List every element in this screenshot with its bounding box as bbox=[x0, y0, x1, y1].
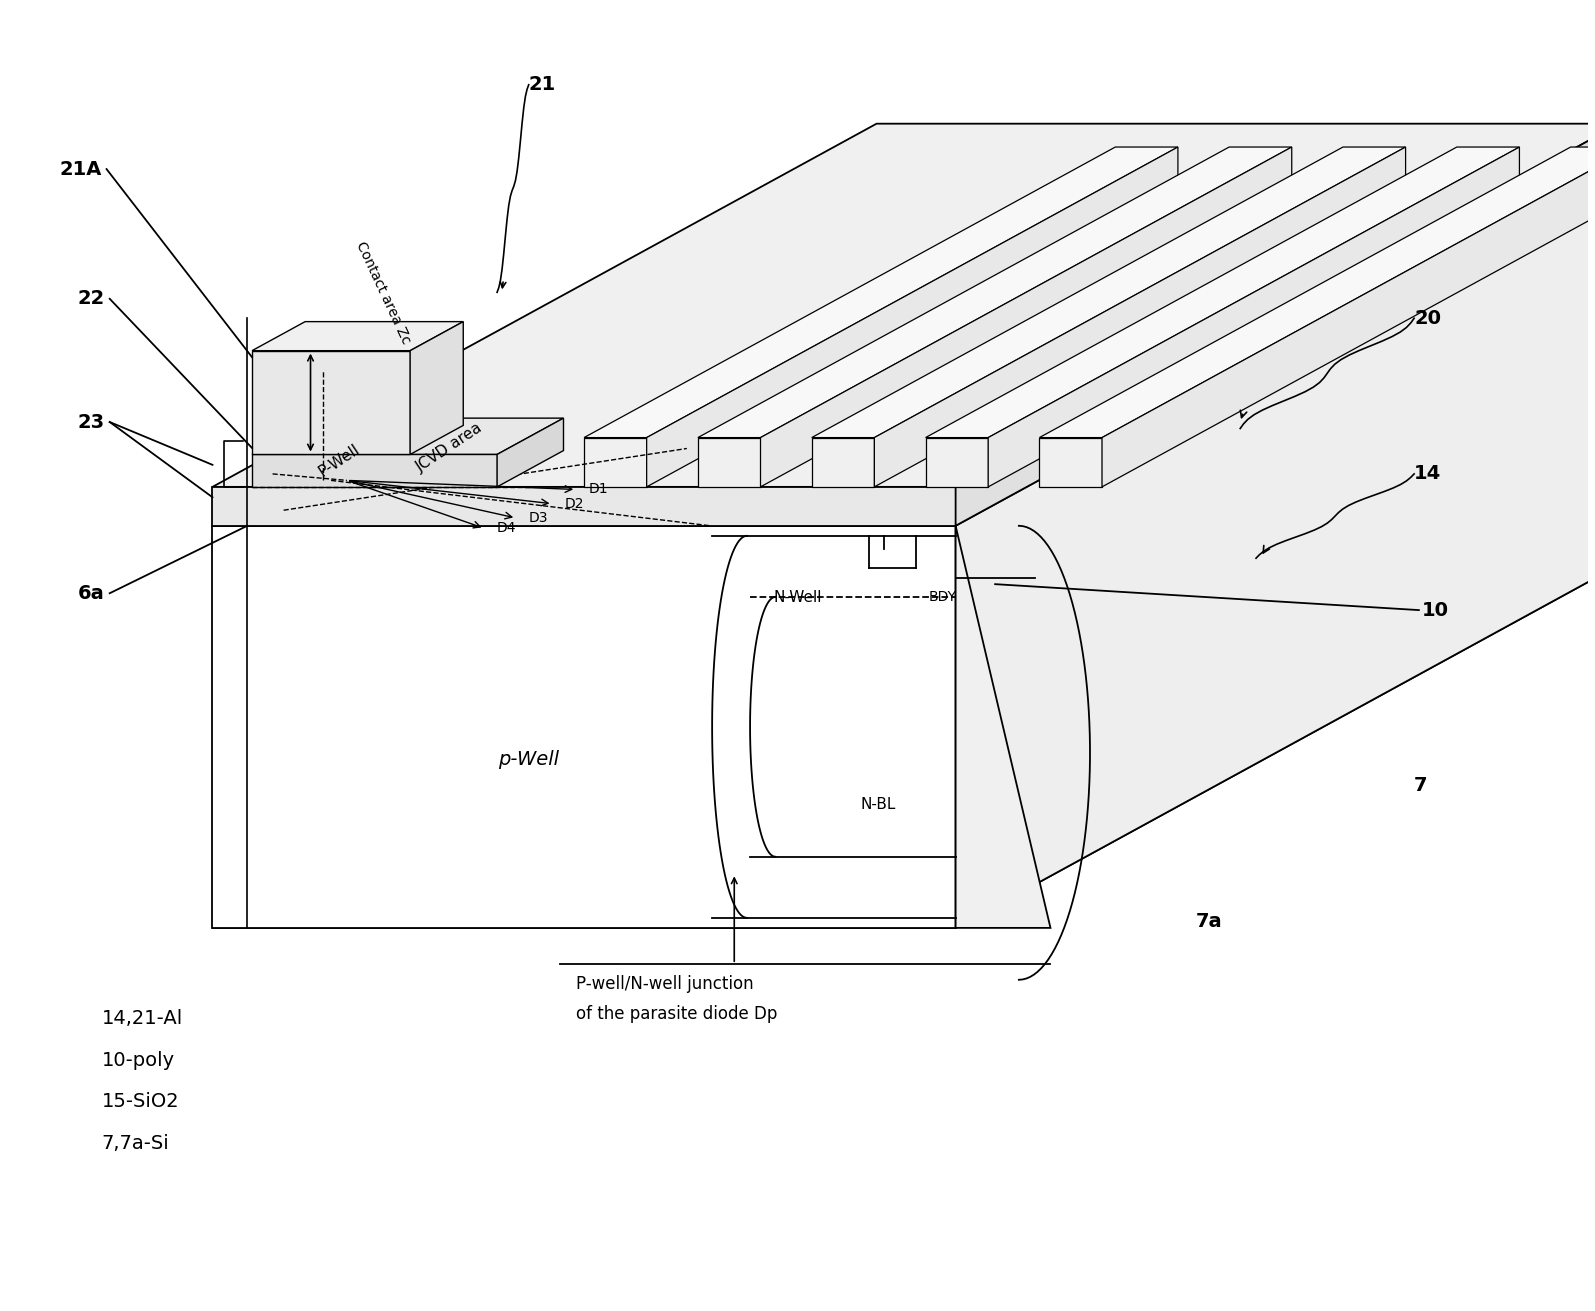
Polygon shape bbox=[252, 418, 563, 455]
Text: D3: D3 bbox=[528, 511, 549, 524]
Polygon shape bbox=[874, 147, 1405, 486]
Text: 14: 14 bbox=[1415, 464, 1442, 484]
Text: D4: D4 bbox=[498, 522, 517, 535]
Polygon shape bbox=[252, 321, 463, 350]
Polygon shape bbox=[699, 147, 1292, 438]
Polygon shape bbox=[955, 163, 1595, 928]
Polygon shape bbox=[925, 438, 989, 486]
Text: 7a: 7a bbox=[1195, 912, 1222, 931]
Polygon shape bbox=[955, 526, 1051, 928]
Text: 10: 10 bbox=[1423, 600, 1448, 620]
Text: BDY: BDY bbox=[928, 590, 957, 604]
Text: 20: 20 bbox=[1415, 309, 1442, 328]
Polygon shape bbox=[584, 438, 646, 486]
Polygon shape bbox=[955, 123, 1595, 526]
Text: Contact area Zc: Contact area Zc bbox=[354, 239, 413, 346]
Polygon shape bbox=[925, 147, 1520, 438]
Text: P-well/N-well junction: P-well/N-well junction bbox=[576, 975, 754, 992]
Text: p-Well: p-Well bbox=[498, 750, 560, 768]
Text: D2: D2 bbox=[565, 497, 585, 511]
Text: N-BL: N-BL bbox=[861, 797, 896, 813]
Text: of the parasite diode Dp: of the parasite diode Dp bbox=[576, 1004, 777, 1023]
Polygon shape bbox=[212, 123, 1595, 486]
Polygon shape bbox=[410, 321, 463, 455]
Text: JCVD area: JCVD area bbox=[413, 421, 485, 476]
Polygon shape bbox=[989, 147, 1520, 486]
Polygon shape bbox=[812, 147, 1405, 438]
Polygon shape bbox=[252, 350, 410, 455]
Polygon shape bbox=[646, 147, 1179, 486]
Polygon shape bbox=[1040, 438, 1102, 486]
Text: D1: D1 bbox=[589, 482, 608, 497]
Text: 6a: 6a bbox=[78, 583, 105, 603]
Polygon shape bbox=[252, 455, 498, 486]
Text: 14,21-Al: 14,21-Al bbox=[102, 1009, 183, 1028]
Polygon shape bbox=[498, 418, 563, 486]
Polygon shape bbox=[1102, 147, 1595, 486]
Polygon shape bbox=[812, 438, 874, 486]
Text: 23: 23 bbox=[78, 413, 105, 431]
Text: 10-poly: 10-poly bbox=[102, 1050, 175, 1070]
Polygon shape bbox=[1040, 147, 1595, 438]
Text: P-Well: P-Well bbox=[316, 442, 362, 480]
Text: 7,7a-Si: 7,7a-Si bbox=[102, 1134, 169, 1152]
Text: 7: 7 bbox=[1415, 776, 1428, 794]
Polygon shape bbox=[212, 486, 955, 526]
Polygon shape bbox=[699, 438, 761, 486]
Text: 22: 22 bbox=[78, 290, 105, 308]
Polygon shape bbox=[761, 147, 1292, 486]
Text: 15-SiO2: 15-SiO2 bbox=[102, 1092, 179, 1112]
Polygon shape bbox=[212, 565, 1595, 928]
Text: N-Well: N-Well bbox=[774, 590, 821, 604]
Polygon shape bbox=[212, 526, 955, 928]
Text: 21A: 21A bbox=[59, 160, 102, 178]
Polygon shape bbox=[212, 163, 1595, 526]
Polygon shape bbox=[584, 147, 1179, 438]
Text: 21: 21 bbox=[528, 75, 557, 94]
